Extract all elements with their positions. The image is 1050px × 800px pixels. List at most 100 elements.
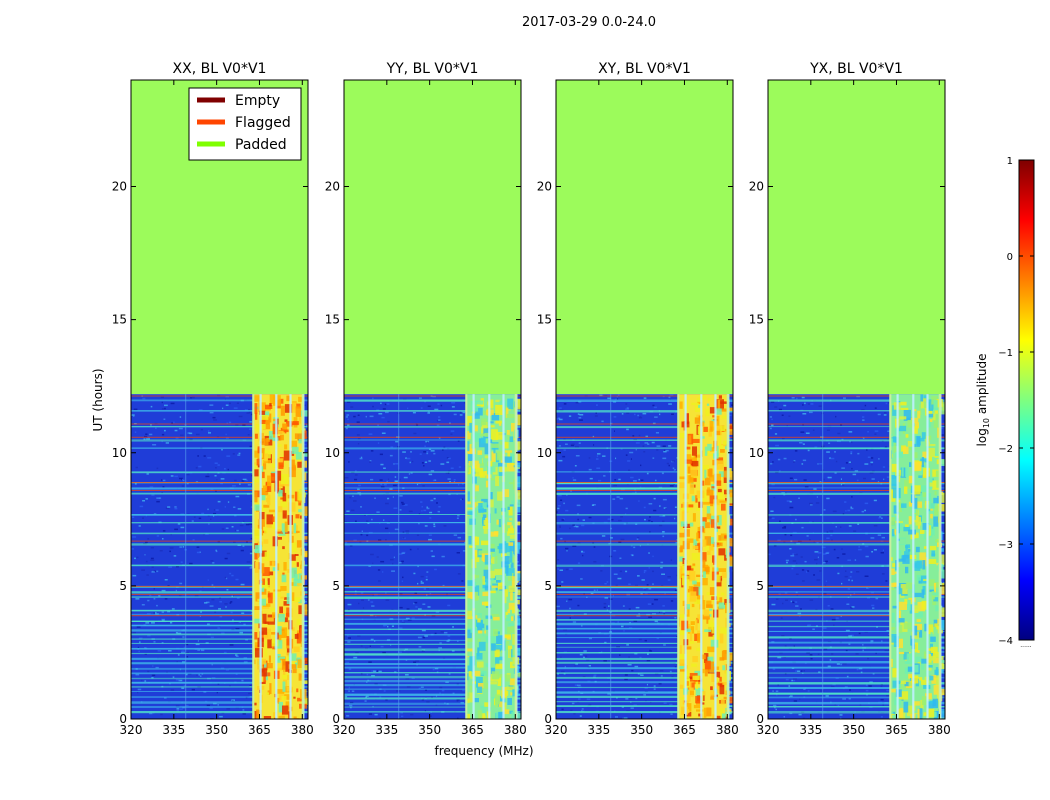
noise-pixel [802,580,805,582]
noise-pixel [180,478,182,481]
rfi-band-cell [708,614,712,617]
rfi-band-cell [284,404,293,413]
rfi-band-cell [686,681,689,686]
rfi-band-cell [704,653,709,663]
rfi-band-cell [917,601,926,612]
rfi-band-cell [268,571,274,576]
x-tick-label: 365 [885,723,908,737]
noise-pixel [413,661,417,663]
rfi-band-cell [681,510,687,521]
noise-pixel [801,526,804,529]
noise-pixel [575,525,579,528]
rfi-line [131,543,308,546]
noise-pixel [617,394,620,396]
rfi-line [344,658,521,661]
noise-pixel [775,444,779,447]
noise-pixel [439,437,441,439]
noise-pixel [867,597,870,599]
rfi-band-cell [474,698,479,703]
noise-pixel [594,415,598,417]
noise-pixel [242,520,245,523]
rfi-band-cell [284,617,288,623]
noise-pixel [649,650,653,652]
rfi-band-cell [903,446,909,454]
noise-pixel [557,505,561,507]
rfi-band-cell [684,529,690,537]
noise-pixel [386,403,390,405]
rfi-band-cell [688,435,691,444]
vertical-artifact [610,394,612,719]
noise-pixel [422,603,426,605]
noise-pixel [226,708,231,710]
noise-pixel [344,541,348,544]
noise-pixel [146,473,149,475]
noise-pixel [213,512,217,515]
rfi-band-cell [479,433,486,436]
noise-pixel [423,588,427,590]
rfi-band-cell [515,589,521,596]
noise-pixel [401,715,404,718]
rfi-band-cell [908,529,916,535]
noise-pixel [133,415,135,417]
rfi-band-cell [300,515,304,519]
x-tick-label: 365 [461,723,484,737]
noise-pixel [198,409,203,411]
noise-pixel [416,534,420,536]
noise-pixel [568,415,572,417]
noise-pixel [579,653,583,656]
noise-pixel [789,695,793,697]
rfi-band-cell [898,625,903,633]
noise-pixel [251,612,253,615]
rfi-line [768,682,945,685]
rfi-band-cell [935,675,942,687]
rfi-band-cell [508,647,512,658]
rfi-band-cell [478,630,486,634]
noise-pixel [864,575,869,577]
noise-pixel [359,493,362,496]
rfi-band-cell [281,574,287,583]
rfi-band-cell [262,578,265,585]
noise-pixel [401,622,406,624]
rfi-band-cell [697,531,702,539]
noise-pixel [425,576,428,578]
rfi-band-cell [891,612,895,623]
noise-pixel [447,604,451,607]
rfi-line [556,667,733,670]
rfi-line [344,663,521,665]
rfi-band-cell [484,471,489,476]
noise-pixel [850,507,854,510]
noise-pixel [410,713,414,716]
rfi-band-cell [892,529,897,536]
rfi-band-cell [510,557,515,565]
rfi-band-cell [259,495,266,501]
noise-pixel [653,509,657,512]
rfi-band-cell [475,407,483,416]
noise-pixel [644,588,647,591]
noise-pixel [777,458,781,461]
noise-pixel [783,457,787,460]
noise-pixel [453,534,458,536]
noise-pixel [624,674,628,676]
rfi-band-cell [259,598,266,606]
rfi-line [768,487,945,489]
noise-pixel [401,560,404,563]
rfi-line [344,543,521,546]
noise-pixel [654,416,658,418]
rfi-band-cell [283,450,292,461]
rfi-band-cell [694,633,700,641]
noise-pixel [519,595,521,598]
noise-pixel [236,402,239,404]
flagged-line [344,423,521,425]
rfi-band-cell [889,713,895,719]
noise-pixel [603,475,606,477]
rfi-band-cell [908,669,914,679]
rfi-line [556,619,733,621]
rfi-line [344,648,521,651]
rfi-band-cell [690,621,695,625]
noise-pixel [207,508,209,511]
rfi-band-cell [912,470,919,473]
rfi-line [131,629,308,632]
noise-pixel [592,435,595,438]
rfi-band-cell [267,672,271,677]
